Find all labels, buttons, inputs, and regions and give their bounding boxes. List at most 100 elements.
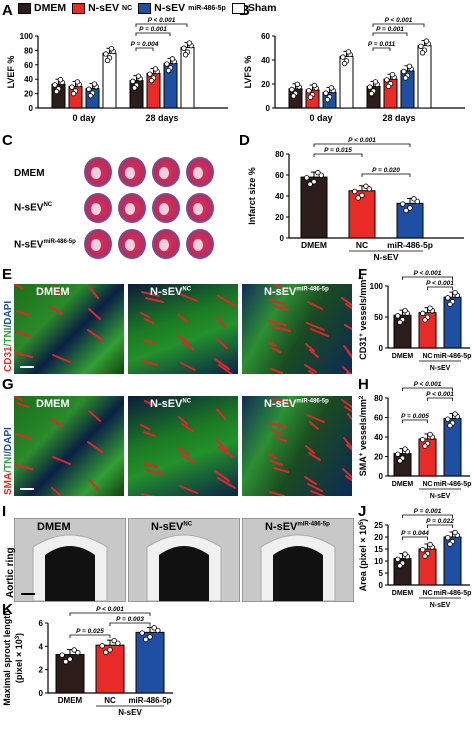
data-point — [315, 169, 321, 176]
data-point — [407, 205, 413, 211]
scale-bar — [21, 593, 35, 595]
vessel-streak — [87, 441, 103, 453]
vessel-streak — [267, 453, 277, 459]
heart-slice-lumen — [159, 167, 169, 179]
vessel-streak — [180, 362, 196, 371]
significance-bracket — [313, 153, 363, 157]
panel-e-side-label: CD31/TNI/DAPI — [3, 300, 14, 372]
data-point — [147, 634, 153, 640]
legend-sup: miR-486-5p — [188, 4, 226, 12]
data-point — [427, 541, 433, 548]
data-point — [108, 46, 115, 52]
heart-slice-lumen — [125, 167, 135, 179]
panel-label-g: G — [2, 376, 14, 393]
data-point — [294, 81, 301, 87]
scale-bar — [20, 488, 34, 490]
vessel-streak — [181, 423, 194, 432]
vessel-streak — [342, 366, 352, 374]
p-value: P = 0.044 — [401, 530, 429, 537]
vessel-streak — [144, 318, 154, 324]
significance-bracket — [135, 23, 188, 27]
vessel-streak — [177, 447, 190, 456]
y-tick-label: 0 — [379, 472, 384, 481]
micrograph-caption: DMEM — [36, 286, 70, 298]
panel-g-side-label: SMA/TNI/DAPI — [3, 427, 14, 495]
panel-label-e: E — [2, 266, 13, 283]
y-tick-label: 50 — [374, 313, 383, 322]
vessel-streak — [347, 413, 352, 421]
data-point — [447, 541, 453, 547]
vessel-signal — [140, 291, 236, 374]
category-label: NC — [356, 240, 368, 250]
significance-bracket — [109, 622, 151, 626]
data-point — [402, 75, 409, 81]
vessel-streak — [178, 314, 188, 323]
data-point — [130, 78, 136, 85]
vessel-streak — [270, 460, 283, 466]
data-point — [71, 647, 77, 653]
group-label: N-sEV — [430, 365, 451, 372]
data-point — [52, 82, 58, 88]
legend-sup: NC — [122, 4, 133, 12]
chart-lvfs: 0 20 40 60 0 day 28 days LVFS % P < 0.001 P = 0.… — [243, 17, 465, 123]
heart-slice-lumen — [193, 167, 203, 179]
vessel-streak — [87, 329, 103, 341]
micrograph-2: N-sEVNC — [128, 284, 238, 374]
y-tick-label: 80 — [374, 394, 383, 403]
vessel-streak — [272, 398, 291, 404]
y-tick-label: 40 — [275, 192, 284, 201]
data-point — [311, 179, 317, 185]
vessel-streak — [88, 308, 101, 320]
significance-bracket — [402, 536, 428, 540]
data-point — [447, 301, 453, 308]
data-point — [307, 181, 313, 187]
micrograph-caption: N-sEVmiR-486-5p — [264, 398, 329, 410]
category-label: miR-486-5p — [434, 590, 472, 597]
data-point — [359, 192, 365, 199]
vessel-streak — [14, 284, 23, 289]
data-point — [186, 40, 193, 46]
vessel-streak — [309, 421, 319, 430]
caption-sup: miR-486-5p — [296, 398, 329, 405]
vessel-streak — [345, 303, 352, 310]
vessel-streak — [346, 444, 352, 451]
vessel-streak — [310, 328, 329, 337]
chart-area: 0 5 10 15 20 25 DMEM NC miR-486-5p N-sEV P = 0.001… — [358, 508, 472, 609]
y-tick-label: 10 — [374, 557, 383, 566]
y-tick-label: 80 — [24, 46, 33, 55]
panel-i-side-label: Aortic ring — [5, 547, 16, 598]
vessel-streak — [307, 483, 323, 492]
micrograph-2: N-sEVNC — [128, 396, 238, 496]
data-point — [372, 79, 379, 85]
vessel-streak — [305, 343, 315, 352]
vessel-streak — [88, 410, 101, 422]
y-tick-label: 60 — [261, 32, 270, 41]
vessel-streak — [216, 408, 226, 420]
vessel-streak — [144, 400, 154, 406]
y-tick-label: 25 — [374, 521, 383, 530]
micrograph-1: DMEM — [14, 396, 124, 496]
data-point — [352, 188, 358, 195]
vessel-streak — [344, 406, 352, 413]
data-point — [402, 307, 408, 314]
group-label: N-sEV — [430, 493, 451, 500]
data-point — [406, 63, 413, 69]
p-value: P < 0.001 — [426, 391, 454, 398]
vessel-streak — [218, 364, 234, 374]
significance-bracket — [361, 173, 411, 177]
vessel-streak — [216, 316, 226, 328]
y-axis-label: LVEF % — [6, 56, 16, 89]
data-point — [341, 60, 348, 67]
group-label: N-sEV — [118, 708, 142, 717]
vessel-streak — [14, 396, 23, 401]
vessel-streak — [268, 320, 287, 326]
vessel-streak — [179, 293, 198, 302]
vessel-streak — [215, 337, 228, 349]
data-point — [306, 87, 312, 94]
y-tick-label: 0 — [379, 581, 384, 590]
heart-slice-lumen — [91, 167, 101, 179]
y-tick-label: 0 — [266, 104, 271, 113]
data-point — [402, 551, 408, 557]
aortic-ring-image — [32, 534, 108, 601]
aortic-ring — [45, 546, 95, 601]
